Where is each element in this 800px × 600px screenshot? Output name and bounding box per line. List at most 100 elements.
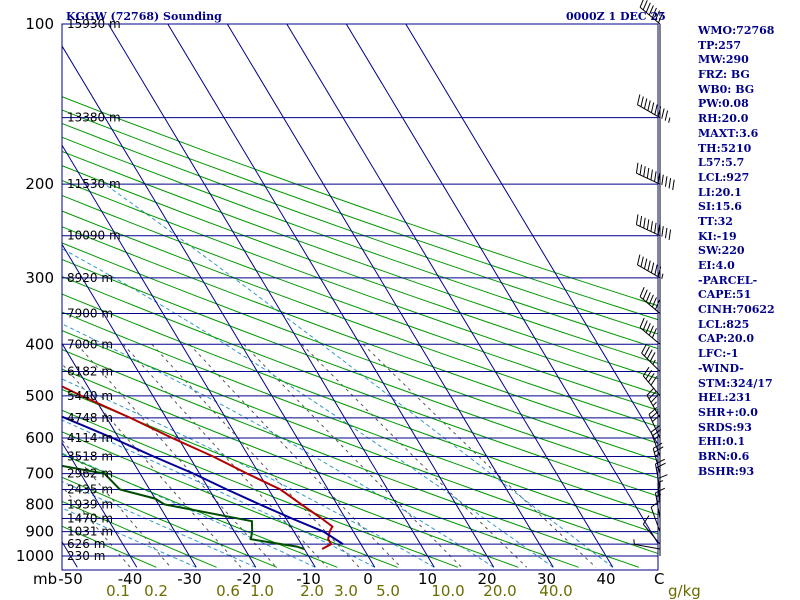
dry-adiabat-line (62, 330, 658, 555)
wind-barb-flag (643, 98, 648, 109)
height-label: 2962 m (67, 467, 113, 481)
wind-barb-flag (639, 216, 643, 227)
mixing-ratio-line (62, 363, 242, 568)
wind-barb-flag (651, 328, 657, 339)
pressure-tick-label: 900 (25, 523, 54, 541)
wind-barb-shaft (639, 327, 661, 345)
wind-barb-flag (645, 322, 651, 333)
wind-barb-half-flag (657, 480, 664, 483)
index-item: TT:32 (698, 214, 733, 228)
mixing-ratio-axis-labels: 0.1 0.2 0.6 1.0 2.0 3.0 5.0 10.0 20.0 40.0 (106, 582, 573, 600)
dry-adiabat-line (62, 311, 658, 535)
wind-barb-flag (648, 325, 654, 336)
plot-frame (61, 23, 659, 571)
index-item: MW:290 (698, 53, 749, 67)
temperature-tick-label: -30 (177, 570, 202, 588)
wind-barb-flag (650, 262, 655, 273)
dry-adiabat-line (62, 150, 658, 364)
wind-barb-flag (668, 177, 672, 189)
wind-barb-flag (657, 474, 668, 480)
isotherm-line (286, 24, 614, 568)
temperature-unit-label: C (654, 570, 664, 588)
wind-barb-flag (654, 264, 658, 275)
temperature-tick-label: 20 (477, 570, 496, 588)
dry-adiabat-line (62, 258, 658, 479)
isotherm-line (62, 144, 316, 568)
wind-barb-flag (657, 266, 662, 277)
height-label: 6182 m (67, 365, 113, 379)
height-label: 4114 m (67, 431, 113, 445)
wind-barb-flag (664, 176, 668, 187)
pressure-tick-label: 100 (25, 15, 54, 33)
index-item: CAPE:51 (698, 288, 752, 302)
index-item: BRN:0.6 (698, 449, 750, 463)
pressure-tick-label: 200 (25, 175, 54, 193)
wind-barb-flag (641, 343, 648, 354)
wind-barb-flag (639, 0, 644, 8)
temperature-tick-label: -40 (118, 570, 143, 588)
height-label: 4748 m (67, 411, 113, 425)
wind-barb-shaft (641, 352, 661, 372)
index-item: LCL:825 (698, 317, 750, 331)
wind-barb-flag (661, 226, 664, 237)
wind-barb-flag (661, 108, 665, 119)
wind-barb-shaft (637, 264, 661, 279)
wind-barb-shaft (636, 172, 661, 185)
temperature-tick-label: -20 (237, 570, 262, 588)
wind-barb-flag (648, 407, 658, 415)
wind-barb-flag (646, 167, 650, 179)
wind-barb-flag (635, 214, 639, 225)
height-label: 7900 m (67, 306, 113, 320)
pressure-tick-label: 700 (25, 465, 54, 483)
dry-adiabat-line (62, 453, 338, 568)
wind-barb-flag (635, 162, 639, 174)
wind-barb-flag (642, 515, 650, 525)
temperature-tick-label: -50 (58, 570, 83, 588)
temperature-tick-label: 30 (537, 570, 556, 588)
isotherm-line (62, 342, 197, 568)
wind-barb-flag (655, 458, 666, 465)
height-label: 1031 m (67, 525, 113, 539)
dry-adiabat-line (62, 96, 658, 307)
wind-barb-flag (648, 373, 655, 383)
wind-barb-flag (648, 390, 657, 400)
dry-adiabat-line (62, 293, 658, 516)
height-label: 11530 m (67, 177, 121, 191)
wind-barb-flag (643, 166, 646, 177)
dry-adiabat-line (62, 349, 640, 568)
dry-adiabat-line (62, 122, 658, 335)
index-item: WMO:72768 (698, 24, 775, 37)
dry-adiabat-line (62, 409, 459, 568)
wind-barb-flag (644, 346, 650, 357)
wind-barb-flag (652, 429, 662, 437)
wind-barb-flag (650, 394, 659, 403)
pressure-tick-label: 500 (25, 387, 54, 405)
dry-adiabat-line (62, 165, 658, 380)
pressure-unit-label: mb (33, 570, 57, 588)
index-item: -PARCEL- (698, 273, 758, 287)
isotherm-line (405, 24, 658, 446)
wind-barb-flag (654, 104, 658, 115)
height-label: 8920 m (67, 271, 113, 285)
wind-barb-flag (636, 254, 641, 265)
wind-barb-flag (652, 414, 661, 423)
index-item: BSHR:93 (698, 464, 755, 478)
wind-barb-flag (650, 410, 659, 419)
wind-barb-flag (650, 169, 653, 180)
plot-area (62, 24, 658, 570)
wind-barb-half-flag (661, 273, 664, 279)
mixing-ratio-line (76, 343, 277, 568)
wind-barb-flag (647, 260, 651, 271)
wind-barb-shaft (650, 431, 661, 457)
height-label: 230 m (67, 549, 105, 563)
index-item: SI:15.6 (698, 200, 742, 214)
height-label: 5440 m (67, 389, 113, 403)
wind-barb-flag (672, 179, 675, 191)
moist-adiabat-line (104, 183, 614, 568)
dry-adiabat-line (62, 109, 658, 321)
isotherms (62, 24, 658, 568)
wind-barb-shaft (650, 507, 661, 532)
height-label: 15930 m (67, 17, 121, 31)
mixing-ratio-tick-label: 3.0 (334, 582, 358, 600)
wind-barb-shaft (637, 104, 661, 119)
